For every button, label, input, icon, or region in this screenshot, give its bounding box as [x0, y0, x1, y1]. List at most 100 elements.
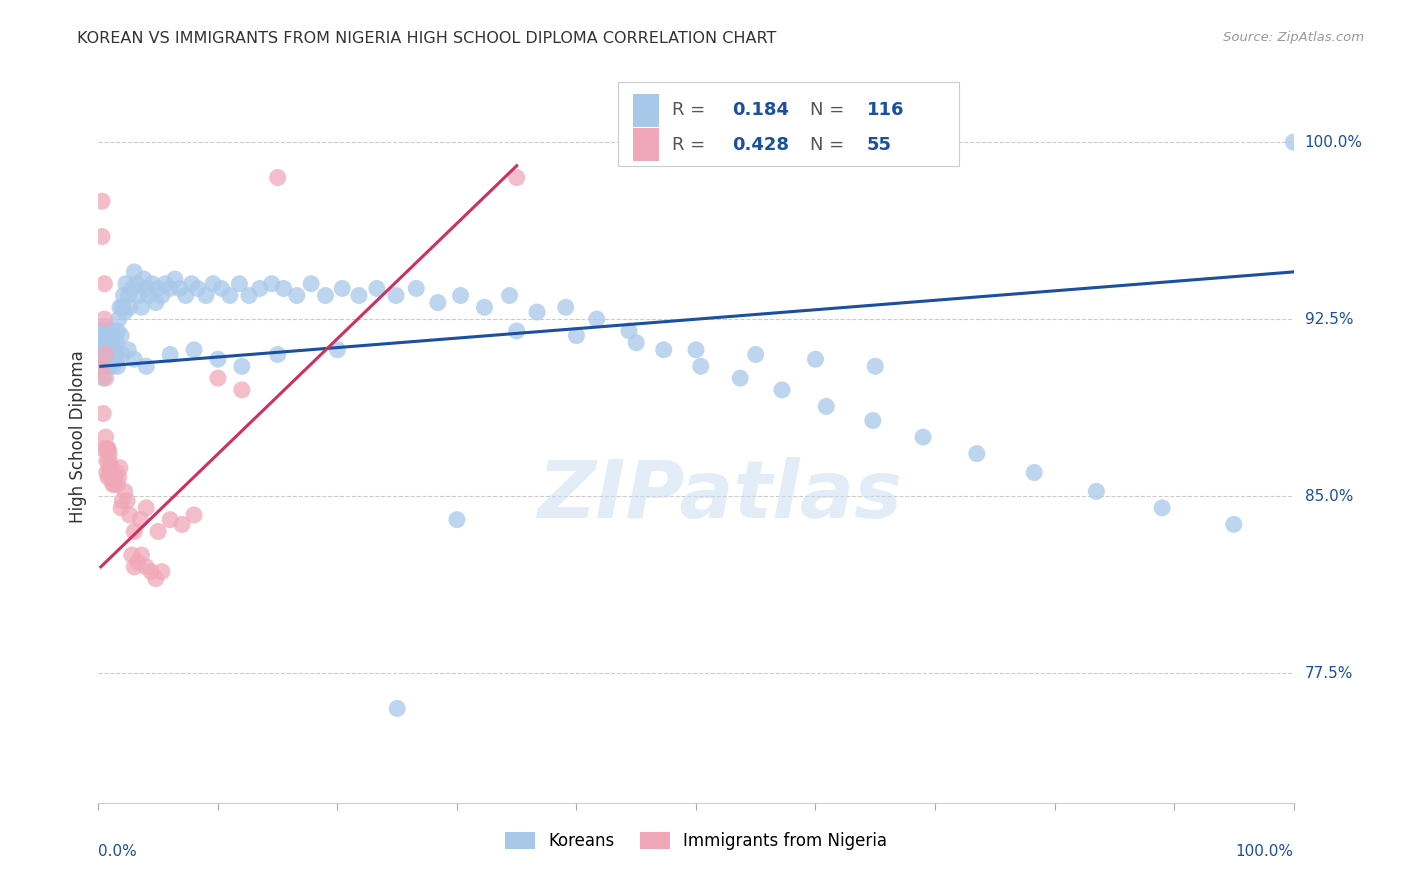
Point: [97, 343, 120, 357]
Point: [112, 288, 135, 302]
Point: [249, 281, 271, 295]
Point: [94, 347, 117, 361]
Point: [96, 466, 118, 480]
Point: [148, 524, 170, 539]
Point: [689, 359, 711, 374]
Point: [231, 359, 253, 374]
Point: [585, 312, 607, 326]
Point: [506, 324, 529, 338]
Point: [745, 347, 768, 361]
Point: [330, 281, 353, 295]
Text: 0.428: 0.428: [733, 136, 789, 153]
Point: [159, 513, 181, 527]
Text: 92.5%: 92.5%: [1305, 311, 1353, 326]
Point: [183, 508, 205, 522]
Point: [121, 281, 143, 295]
Point: [1152, 500, 1174, 515]
Point: [98, 460, 122, 475]
Point: [145, 572, 167, 586]
Point: [150, 288, 173, 302]
FancyBboxPatch shape: [619, 82, 959, 167]
Point: [103, 343, 125, 357]
Text: N =: N =: [810, 101, 849, 120]
Text: 116: 116: [868, 101, 904, 120]
Point: [135, 281, 157, 295]
Point: [211, 281, 233, 295]
Point: [125, 277, 148, 291]
Point: [104, 470, 127, 484]
Point: [911, 430, 934, 444]
Point: [267, 347, 290, 361]
Point: [107, 470, 129, 484]
Point: [124, 559, 146, 574]
Point: [155, 277, 177, 291]
Point: [285, 288, 308, 302]
Point: [129, 513, 152, 527]
Point: [90, 347, 112, 361]
Text: Source: ZipAtlas.com: Source: ZipAtlas.com: [1223, 31, 1364, 45]
Text: 0.0%: 0.0%: [98, 845, 138, 860]
Point: [117, 288, 139, 302]
Point: [474, 301, 496, 315]
Point: [118, 508, 141, 522]
Point: [98, 466, 122, 480]
Point: [347, 288, 370, 302]
Point: [145, 295, 167, 310]
Point: [96, 347, 118, 361]
Point: [91, 324, 114, 338]
Point: [115, 277, 138, 291]
Point: [260, 277, 283, 291]
Point: [100, 460, 122, 475]
Point: [93, 328, 115, 343]
Point: [108, 460, 131, 475]
Bar: [633, 128, 659, 161]
Point: [506, 170, 529, 185]
Point: [94, 371, 117, 385]
Point: [1024, 466, 1046, 480]
Point: [98, 343, 122, 357]
Point: [98, 470, 122, 484]
Point: [107, 359, 129, 374]
Point: [966, 447, 988, 461]
Point: [299, 277, 322, 291]
Point: [207, 352, 229, 367]
Point: [315, 288, 337, 302]
Point: [862, 413, 884, 427]
Point: [94, 352, 117, 367]
Point: [124, 265, 146, 279]
Point: [1085, 484, 1108, 499]
Point: [385, 701, 409, 715]
Point: [385, 288, 408, 302]
Point: [804, 352, 827, 367]
Point: [96, 335, 118, 350]
Point: [93, 312, 115, 326]
Point: [107, 324, 129, 338]
Point: [107, 477, 129, 491]
Point: [97, 470, 120, 484]
Point: [93, 277, 115, 291]
Point: [91, 371, 114, 385]
Point: [231, 383, 253, 397]
Text: 100.0%: 100.0%: [1236, 845, 1294, 860]
Point: [446, 513, 468, 527]
Point: [91, 407, 114, 421]
Point: [187, 281, 209, 295]
Point: [98, 347, 121, 361]
Point: [150, 565, 173, 579]
Text: R =: R =: [672, 136, 711, 153]
Point: [111, 347, 134, 361]
Point: [326, 343, 349, 357]
Point: [139, 565, 162, 579]
Point: [159, 281, 181, 295]
Point: [104, 347, 127, 361]
Point: [498, 288, 520, 302]
Point: [91, 194, 114, 208]
Point: [90, 359, 112, 374]
Text: 0.184: 0.184: [733, 101, 789, 120]
Y-axis label: High School Diploma: High School Diploma: [69, 351, 87, 524]
Point: [267, 170, 290, 185]
Point: [103, 477, 125, 491]
Point: [124, 524, 146, 539]
Point: [1282, 135, 1305, 149]
Point: [98, 460, 121, 475]
